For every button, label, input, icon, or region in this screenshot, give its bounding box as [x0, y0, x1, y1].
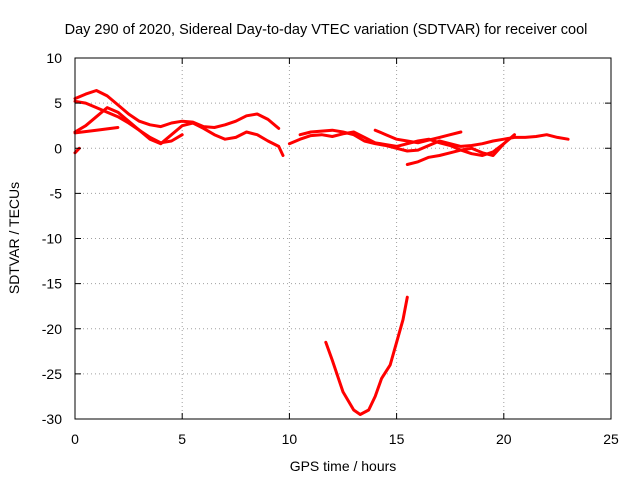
series-track-9 [405, 133, 516, 166]
y-tick-label: -20 [42, 321, 62, 337]
y-tick-label: -5 [50, 185, 63, 201]
y-axis-ticks: 10 5 0 -5 -10 -15 -20 -25 -30 [42, 50, 611, 427]
grid-lines [75, 58, 611, 419]
y-tick-label: 5 [54, 95, 62, 111]
chart-title: Day 290 of 2020, Sidereal Day-to-day VTE… [65, 22, 588, 38]
y-tick-label: 10 [46, 50, 62, 66]
x-tick-label: 20 [496, 431, 512, 447]
series-track-4 [73, 146, 81, 155]
series-track-5 [73, 126, 120, 135]
series-track-1 [73, 106, 285, 157]
series-track-3 [73, 99, 184, 145]
x-axis-label: GPS time / hours [290, 458, 397, 474]
series-track-7 [287, 130, 506, 157]
y-tick-label: -30 [42, 411, 62, 427]
x-tick-label: 5 [178, 431, 186, 447]
y-tick-label: -15 [42, 276, 62, 292]
data-series [73, 89, 570, 416]
y-axis-label: SDTVAR / TECUs [6, 182, 22, 294]
y-tick-label: -25 [42, 366, 62, 382]
x-tick-label: 15 [389, 431, 405, 447]
x-tick-label: 25 [603, 431, 619, 447]
x-tick-label: 0 [71, 431, 79, 447]
series-track-10 [324, 295, 409, 416]
y-tick-label: -10 [42, 231, 62, 247]
series-track-8 [373, 128, 463, 145]
x-axis-ticks: 0 5 10 15 20 25 [71, 58, 619, 447]
series-track-2 [73, 89, 281, 130]
x-tick-label: 10 [282, 431, 298, 447]
y-tick-label: 0 [54, 140, 62, 156]
